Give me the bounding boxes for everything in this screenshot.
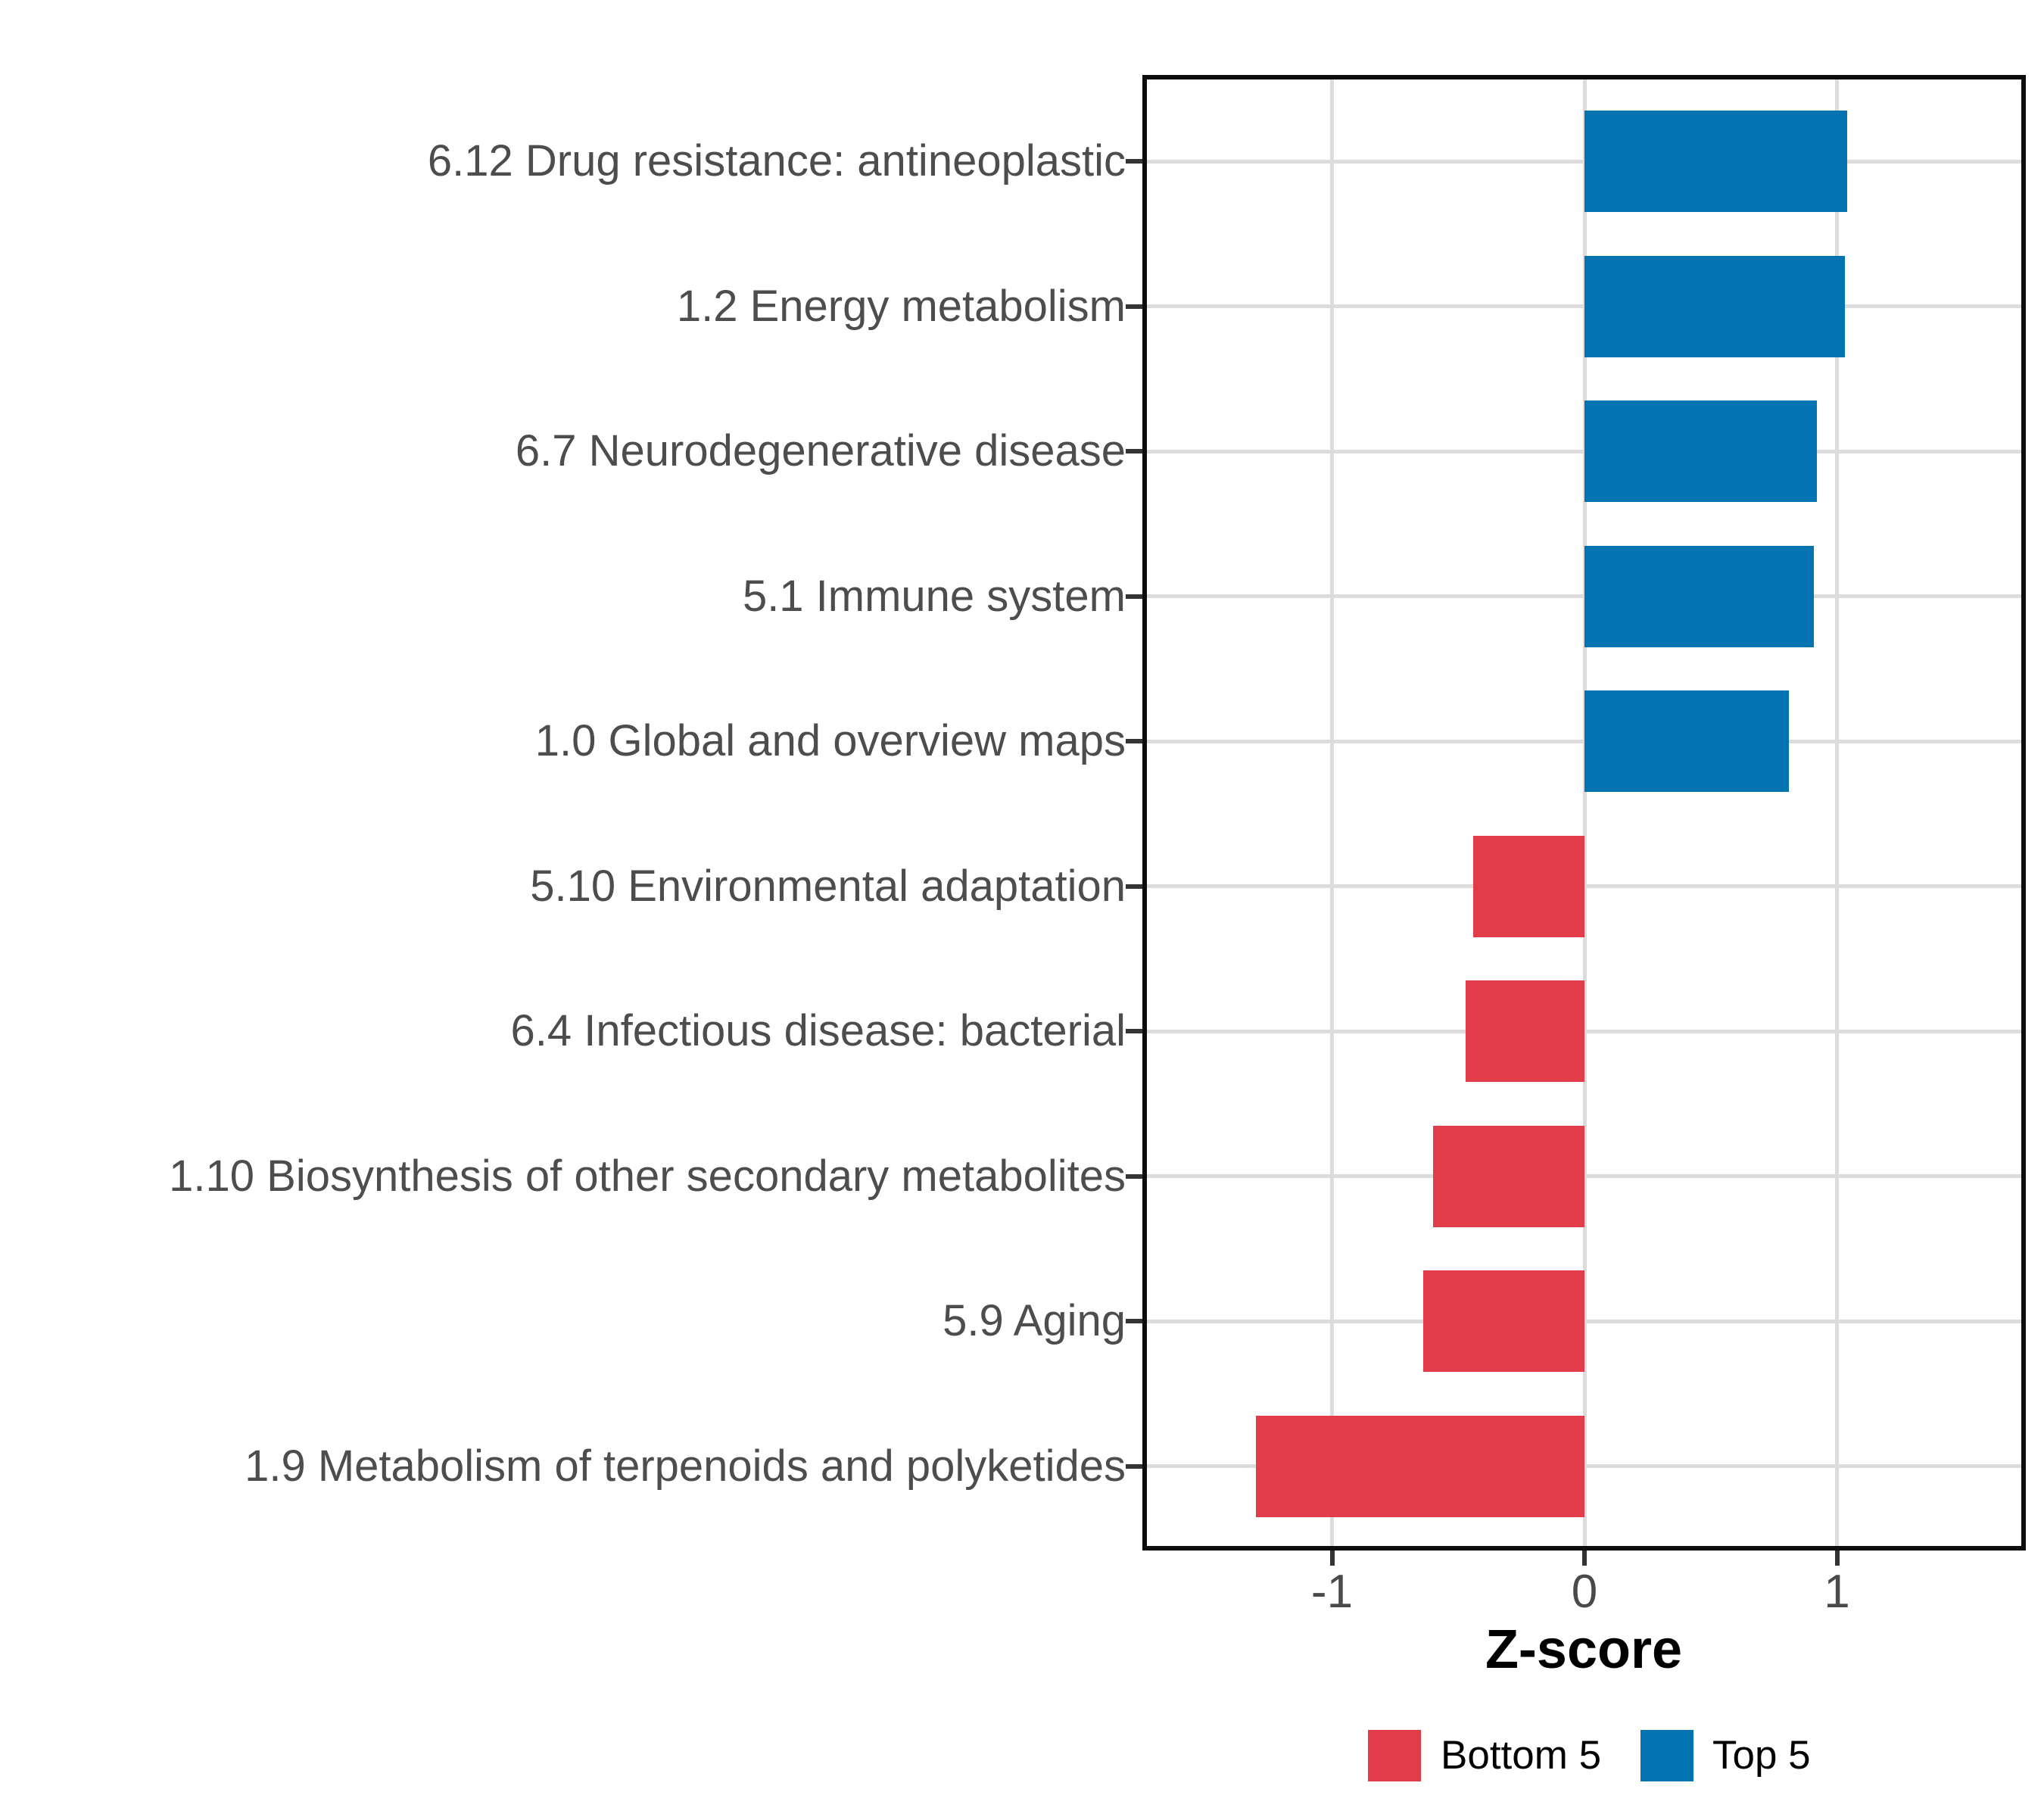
legend-label: Bottom 5: [1441, 1733, 1602, 1778]
x-axis-tick-mark: [1834, 1551, 1840, 1566]
bar-bottom-5: [1473, 835, 1584, 937]
y-axis-tick-mark: [1126, 1029, 1142, 1033]
x-axis-title: Z-score: [1485, 1619, 1683, 1680]
y-axis-category-label: 5.10 Environmental adaptation: [530, 861, 1126, 911]
y-axis-category-label: 5.1 Immune system: [742, 571, 1126, 621]
x-axis-tick-label: 0: [1571, 1566, 1598, 1618]
y-axis-category-label: 1.9 Metabolism of terpenoids and polyket…: [245, 1441, 1126, 1491]
y-axis-category-label: 6.7 Neurodegenerative disease: [515, 426, 1126, 475]
y-axis-category-label: 6.4 Infectious disease: bacterial: [510, 1006, 1126, 1055]
bar-top-5: [1584, 545, 1815, 647]
y-axis-tick-mark: [1126, 159, 1142, 164]
y-axis-category-label: 1.10 Biosynthesis of other secondary met…: [169, 1151, 1126, 1201]
legend-key-bottom-5: [1368, 1730, 1421, 1781]
y-axis-tick-mark: [1126, 449, 1142, 453]
y-axis-tick-mark: [1126, 884, 1142, 889]
y-axis-tick-mark: [1126, 1319, 1142, 1323]
x-axis-tick-label: 1: [1824, 1566, 1850, 1618]
y-axis-category-label: 6.12 Drug resistance: antineoplastic: [427, 136, 1126, 185]
y-axis-tick-mark: [1126, 1173, 1142, 1179]
y-axis-category-label: 1.0 Global and overview maps: [534, 716, 1126, 765]
y-axis-category-label: 5.9 Aging: [943, 1296, 1126, 1345]
y-axis-tick-mark: [1126, 739, 1142, 743]
bar-top-5: [1584, 400, 1817, 502]
legend-key-top-5: [1640, 1730, 1693, 1781]
bar-bottom-5: [1466, 980, 1584, 1082]
y-axis-tick-mark: [1126, 1463, 1142, 1469]
gridline-vertical: [1835, 75, 1839, 1551]
y-axis-tick-mark: [1126, 304, 1142, 309]
gridline-vertical: [1582, 75, 1587, 1551]
y-axis-category-label: 1.2 Energy metabolism: [676, 281, 1126, 331]
gridline-vertical: [1330, 75, 1334, 1551]
bar-top-5: [1584, 255, 1845, 357]
x-axis-tick-mark: [1582, 1551, 1587, 1566]
bar-bottom-5: [1422, 1270, 1584, 1372]
bar-bottom-5: [1256, 1415, 1584, 1517]
bar-top-5: [1584, 690, 1790, 792]
bar-top-5: [1584, 111, 1847, 212]
plot-panel: [1142, 75, 2026, 1551]
x-axis-tick-mark: [1329, 1551, 1335, 1566]
y-axis-tick-mark: [1126, 594, 1142, 599]
legend-label: Top 5: [1712, 1733, 1811, 1778]
bar-bottom-5: [1432, 1125, 1584, 1227]
x-axis-tick-label: -1: [1310, 1566, 1354, 1618]
